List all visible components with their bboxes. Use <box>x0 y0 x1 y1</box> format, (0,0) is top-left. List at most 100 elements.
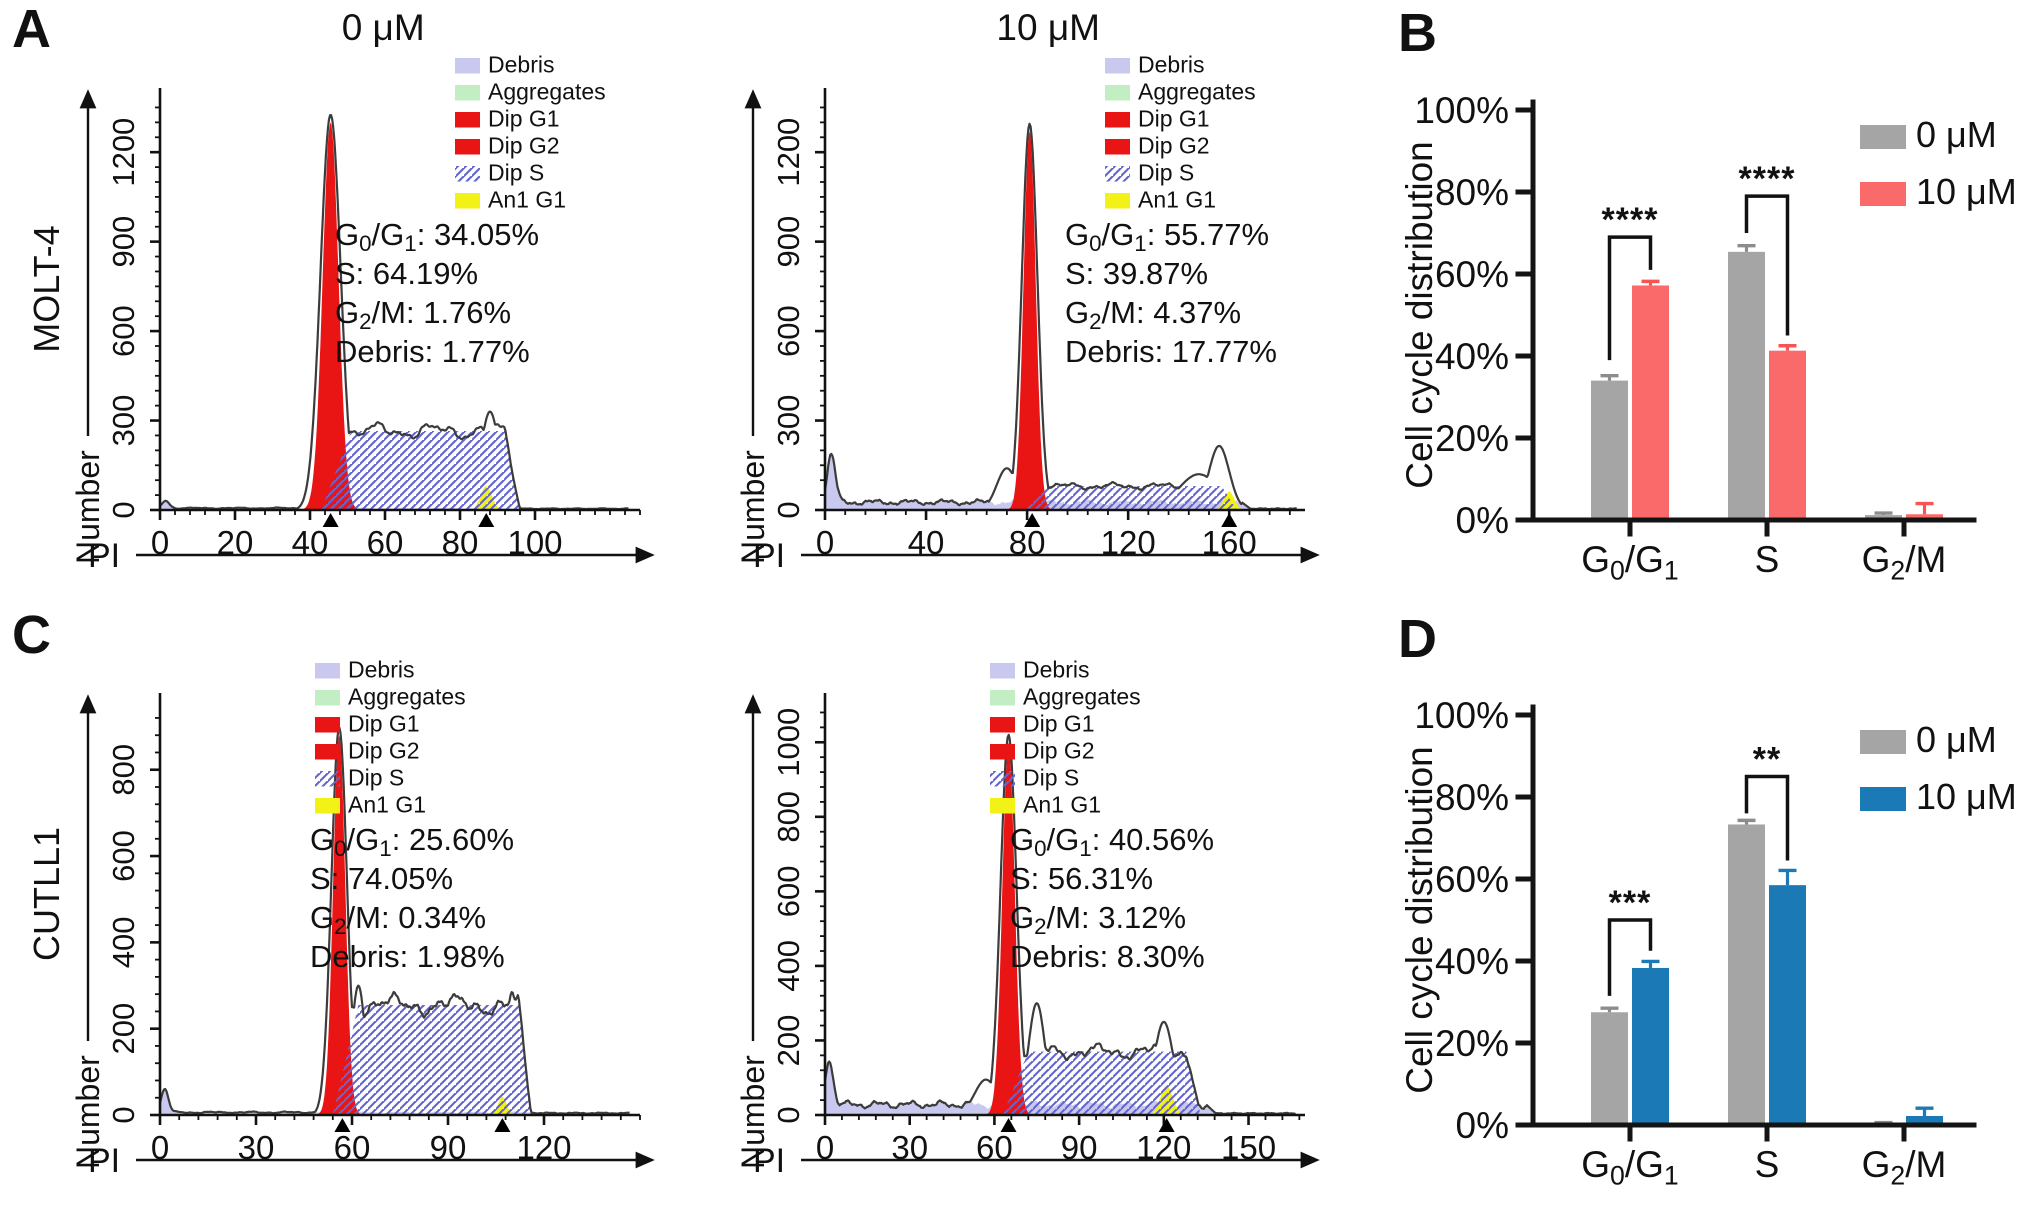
svg-text:An1 G1: An1 G1 <box>348 792 426 818</box>
svg-text:Debris: Debris <box>1023 657 1089 683</box>
svg-text:400: 400 <box>771 940 806 992</box>
y-axis-label-number: Number <box>70 89 106 564</box>
axes <box>815 88 1305 520</box>
histogram-outline <box>158 726 630 1115</box>
svg-text:G0/G1: 25.60%: G0/G1: 25.60% <box>310 822 514 861</box>
svg-text:0 μM: 0 μM <box>1916 114 1997 155</box>
svg-text:PI: PI <box>88 1142 120 1180</box>
svg-text:1000: 1000 <box>771 708 806 777</box>
svg-text:40%: 40% <box>1435 941 1509 982</box>
svg-text:G0/G1: G0/G1 <box>1581 1144 1678 1190</box>
panel-label-b: B <box>1398 3 1437 63</box>
svg-text:Debris: 17.77%: Debris: 17.77% <box>1065 334 1277 369</box>
svg-text:10 μM: 10 μM <box>1916 776 2017 817</box>
axis-tick-labels: 0% 20% 40% 60% 80% 100% G0/G1 S G2/M <box>1414 90 1946 585</box>
svg-text:G0/G1: G0/G1 <box>1581 539 1678 585</box>
svg-text:Dip G1: Dip G1 <box>488 106 560 132</box>
svg-text:600: 600 <box>106 830 141 882</box>
svg-text:80%: 80% <box>1435 172 1509 213</box>
svg-text:PI: PI <box>88 537 120 575</box>
bar-legend: 0 μM 10 μM <box>1860 114 2017 212</box>
histogram-outline <box>823 733 1296 1116</box>
svg-text:Number: Number <box>70 450 106 564</box>
y-axis-label-number: Number <box>735 89 771 564</box>
y-axis-label: Cell cycle distribution <box>1399 746 1440 1094</box>
svg-text:PI: PI <box>753 1142 785 1180</box>
svg-text:1200: 1200 <box>106 118 141 187</box>
svg-text:Aggregates: Aggregates <box>1023 684 1141 710</box>
svg-text:60%: 60% <box>1435 254 1509 295</box>
svg-text:400: 400 <box>106 917 141 969</box>
svg-text:Dip S: Dip S <box>1138 160 1194 186</box>
panel-label-d: D <box>1398 609 1437 669</box>
bars <box>1591 244 1943 521</box>
significance-brackets: ***** <box>1607 741 1790 996</box>
svg-text:20%: 20% <box>1435 1023 1509 1064</box>
svg-text:G2/M: G2/M <box>1862 1144 1947 1190</box>
svg-text:G2/M: 3.12%: G2/M: 3.12% <box>1010 900 1186 939</box>
svg-text:S: S <box>1755 1144 1780 1185</box>
svg-text:S: S <box>1755 539 1780 580</box>
svg-text:200: 200 <box>106 1003 141 1055</box>
svg-text:G2/M: 1.76%: G2/M: 1.76% <box>335 295 511 334</box>
svg-text:PI: PI <box>753 537 785 575</box>
svg-text:Dip S: Dip S <box>1023 765 1079 791</box>
axes <box>150 88 641 520</box>
svg-text:0%: 0% <box>1456 500 1509 541</box>
svg-text:80%: 80% <box>1435 777 1509 818</box>
stats-text: G0/G1: 34.05%S: 64.19% G2/M: 1.76%Debris:… <box>335 217 539 369</box>
svg-text:S: 56.31%: S: 56.31% <box>1010 861 1153 896</box>
svg-text:0: 0 <box>151 524 169 561</box>
axes <box>1515 704 1977 1142</box>
svg-text:300: 300 <box>106 395 141 447</box>
stats-text: G0/G1: 55.77%S: 39.87% G2/M: 4.37%Debris:… <box>1065 217 1277 369</box>
svg-text:Dip G1: Dip G1 <box>1023 711 1095 737</box>
panel-label-a: A <box>12 0 51 59</box>
svg-text:Debris: Debris <box>1138 52 1204 78</box>
svg-text:0: 0 <box>771 1106 806 1123</box>
svg-text:600: 600 <box>771 865 806 917</box>
bar-10μM-2 <box>1906 514 1943 520</box>
svg-text:Dip S: Dip S <box>488 160 544 186</box>
svg-text:Debris: Debris <box>488 52 554 78</box>
bar-0μM-1 <box>1728 251 1765 521</box>
svg-text:Debris: 8.30%: Debris: 8.30% <box>1010 939 1205 974</box>
svg-text:Debris: 1.98%: Debris: 1.98% <box>310 939 505 974</box>
s-phase-hatch <box>321 430 520 510</box>
svg-text:0 μM: 0 μM <box>1916 719 1997 760</box>
svg-text:0: 0 <box>816 524 834 561</box>
panel-label-c: C <box>12 605 51 665</box>
x-axis-label-pi: PI <box>88 1142 655 1180</box>
svg-text:Dip G2: Dip G2 <box>1023 738 1095 764</box>
svg-text:G2/M: G2/M <box>1862 539 1947 585</box>
svg-text:60%: 60% <box>1435 859 1509 900</box>
svg-text:0: 0 <box>151 1129 169 1166</box>
y-axis-label-number: Number <box>735 694 771 1169</box>
bars <box>1591 818 1943 1125</box>
condition-title: 0 μM <box>342 7 425 48</box>
svg-text:600: 600 <box>771 305 806 357</box>
s-phase-hatch <box>1002 1051 1201 1115</box>
y-axis-label: Cell cycle distribution <box>1399 141 1440 489</box>
svg-text:40%: 40% <box>1435 336 1509 377</box>
significance-brackets: **** **** <box>1602 160 1794 361</box>
g1-peak-fill <box>317 735 362 1115</box>
svg-text:200: 200 <box>771 1015 806 1067</box>
svg-text:Number: Number <box>70 1055 106 1169</box>
g1-peak-fill <box>986 742 1031 1115</box>
svg-text:**: ** <box>1753 741 1781 779</box>
svg-text:0: 0 <box>106 1106 141 1123</box>
svg-text:Aggregates: Aggregates <box>488 79 606 105</box>
g1-peak-fill <box>1007 131 1052 510</box>
bar-legend: 0 μM 10 μM <box>1860 719 2017 817</box>
svg-text:900: 900 <box>771 216 806 268</box>
svg-text:An1 G1: An1 G1 <box>488 187 566 213</box>
g1-peak-fill <box>302 122 359 510</box>
svg-text:An1 G1: An1 G1 <box>1023 792 1101 818</box>
bar-0μM-0 <box>1591 380 1628 520</box>
svg-text:800: 800 <box>106 744 141 796</box>
axes <box>1515 99 1977 537</box>
